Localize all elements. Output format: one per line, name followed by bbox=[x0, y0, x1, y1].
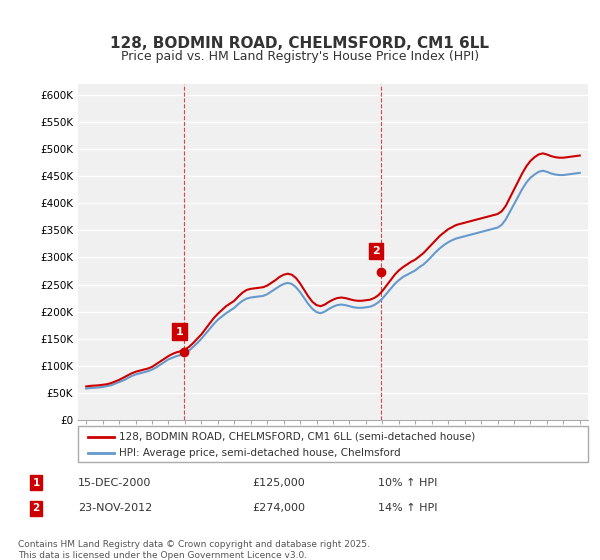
Text: 2: 2 bbox=[372, 246, 380, 256]
Text: HPI: Average price, semi-detached house, Chelmsford: HPI: Average price, semi-detached house,… bbox=[119, 448, 400, 458]
Text: 23-NOV-2012: 23-NOV-2012 bbox=[78, 503, 152, 514]
Text: Contains HM Land Registry data © Crown copyright and database right 2025.
This d: Contains HM Land Registry data © Crown c… bbox=[18, 540, 370, 560]
Text: 10% ↑ HPI: 10% ↑ HPI bbox=[378, 478, 437, 488]
Text: £125,000: £125,000 bbox=[252, 478, 305, 488]
Text: 1: 1 bbox=[175, 326, 183, 337]
Text: 15-DEC-2000: 15-DEC-2000 bbox=[78, 478, 151, 488]
Text: 1: 1 bbox=[32, 478, 40, 488]
Text: £274,000: £274,000 bbox=[252, 503, 305, 514]
FancyBboxPatch shape bbox=[78, 426, 588, 462]
Text: 2: 2 bbox=[32, 503, 40, 514]
Text: 128, BODMIN ROAD, CHELMSFORD, CM1 6LL (semi-detached house): 128, BODMIN ROAD, CHELMSFORD, CM1 6LL (s… bbox=[119, 432, 475, 441]
Text: Price paid vs. HM Land Registry's House Price Index (HPI): Price paid vs. HM Land Registry's House … bbox=[121, 50, 479, 63]
Text: 14% ↑ HPI: 14% ↑ HPI bbox=[378, 503, 437, 514]
Text: 128, BODMIN ROAD, CHELMSFORD, CM1 6LL: 128, BODMIN ROAD, CHELMSFORD, CM1 6LL bbox=[110, 36, 490, 52]
